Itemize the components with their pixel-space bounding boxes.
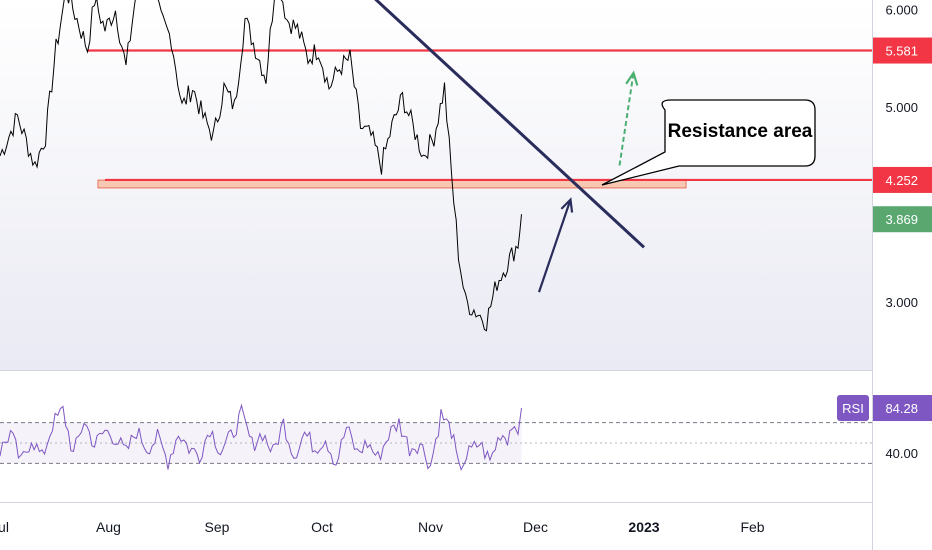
rsi-panel[interactable]: RSI — [0, 370, 932, 503]
time-tick-label: Jul — [0, 519, 9, 535]
rsi-series-line[interactable] — [0, 403, 522, 472]
drawings-layer: Resistance area — [350, 0, 816, 293]
callout-bubble[interactable] — [601, 99, 816, 186]
callout-text: Resistance area — [668, 121, 813, 142]
level-5.581-badge — [873, 37, 932, 64]
arrow-0-shaft[interactable] — [537, 199, 572, 293]
last-price-label: 3.869 — [885, 212, 918, 227]
time-tick-label: Feb — [740, 519, 764, 535]
price-tick-label: 5.000 — [885, 100, 918, 115]
price-tick-label: 6.000 — [885, 3, 918, 18]
time-axis-background — [0, 503, 872, 550]
resistance-zone-0[interactable] — [97, 179, 687, 189]
price-tick-label: 3.000 — [885, 295, 918, 310]
rsi-tick-label: 40.00 — [885, 446, 918, 461]
rsi-value-badge — [873, 395, 932, 422]
price-series-line[interactable] — [0, 0, 522, 332]
time-tick-label: Nov — [418, 519, 443, 535]
level-4.252-label: 4.252 — [885, 173, 918, 188]
rsi-value-label: 84.28 — [885, 401, 918, 416]
arrow-1-head[interactable] — [625, 70, 639, 86]
time-tick-label: Dec — [523, 519, 548, 535]
rsi-name-badge[interactable] — [837, 395, 869, 422]
time-axis: Jul Aug Sep Oct Nov Dec 2023 Feb — [0, 503, 872, 550]
time-tick-label: Oct — [311, 519, 333, 535]
time-tick-label: 2023 — [628, 519, 659, 535]
price-scale[interactable]: 6.000 5.000 3.000 5.581 4.252 3.869 40.00 84.28 — [872, 0, 932, 550]
time-tick-label: Sep — [205, 519, 230, 535]
level-5.581-label: 5.581 — [885, 44, 918, 59]
last-price-badge — [873, 206, 932, 233]
price-panel[interactable] — [0, 0, 872, 370]
price-scale-background — [872, 0, 932, 550]
descending-trendline[interactable] — [350, 0, 646, 249]
time-tick-label: Aug — [96, 519, 121, 535]
arrow-0-head[interactable] — [560, 197, 574, 213]
rsi-name-label: RSI — [842, 401, 864, 416]
rsi-background — [0, 370, 872, 502]
level-4.252-badge — [873, 166, 932, 193]
